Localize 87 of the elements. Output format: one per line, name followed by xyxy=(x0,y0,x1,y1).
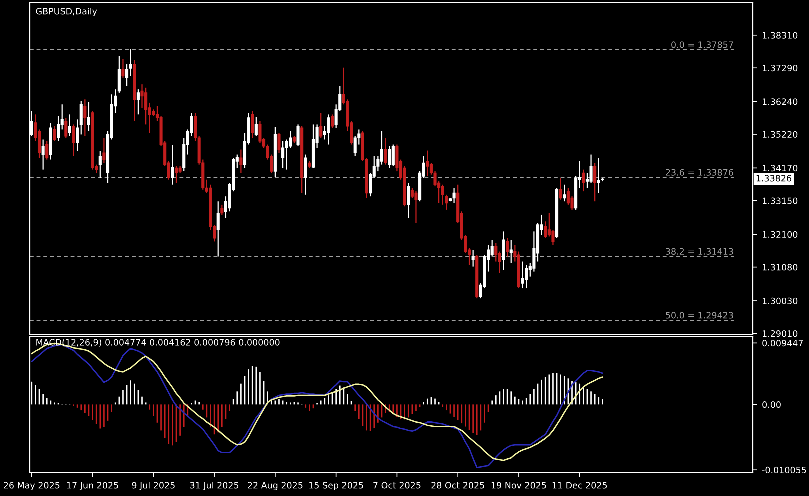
y-tick-label: 1.37290 xyxy=(762,64,798,72)
text: 1.33826 xyxy=(756,175,792,182)
chart-title: MACD(12,26,9) 0.004774 0.004162 0.000796 0.000000 xyxy=(36,339,280,347)
candlestick xyxy=(126,64,129,87)
y-tick-label: 1.35220 xyxy=(762,131,798,138)
candlestick xyxy=(72,124,76,158)
candlestick xyxy=(594,162,597,202)
candlestick xyxy=(452,188,456,204)
candlestick xyxy=(84,99,87,137)
candlestick xyxy=(521,261,524,290)
y-tick-label: 1.30030 xyxy=(762,298,798,304)
candlestick xyxy=(490,239,494,258)
candlestick xyxy=(102,138,106,164)
candlestick xyxy=(510,239,513,264)
y-tick-label: 1.36240 xyxy=(762,98,798,106)
candlestick xyxy=(388,146,392,169)
x-tick-label: 31 Jul 2025 xyxy=(190,482,239,490)
candlestick xyxy=(407,182,410,219)
candlestick xyxy=(174,166,178,184)
candlestick xyxy=(525,264,528,290)
candlestick xyxy=(278,132,281,154)
y-tick-label: 1.32100 xyxy=(762,231,798,238)
candlestick xyxy=(136,89,140,116)
candlestick xyxy=(57,116,60,142)
candlestick xyxy=(502,231,506,271)
x-tick-label: 9 Jul 2025 xyxy=(132,482,175,490)
candlestick xyxy=(296,124,300,148)
x-tick-label: 19 Nov 2025 xyxy=(492,482,546,489)
x-tick-label: 28 Oct 2025 xyxy=(432,482,484,489)
candlestick xyxy=(240,149,243,174)
candlestick xyxy=(327,114,330,146)
ref-line-label: 0.0 = 1.37857 xyxy=(672,42,734,48)
y-tick-label: 1.31080 xyxy=(762,264,798,271)
candlestick xyxy=(414,190,418,224)
candlestick xyxy=(87,102,91,132)
candlestick xyxy=(563,184,566,202)
y-tick-label: 1.34170 xyxy=(762,165,798,172)
ref-line-label: 23.6 = 1.33876 xyxy=(666,169,734,176)
candlestick xyxy=(506,238,510,258)
candlestick xyxy=(320,112,323,139)
candlestick xyxy=(80,100,83,136)
candlestick xyxy=(582,169,586,192)
candlestick xyxy=(392,144,395,168)
candlestick xyxy=(122,58,125,78)
y-tick-label: 1.29010 xyxy=(762,330,798,338)
x-tick-label: 22 Aug 2025 xyxy=(248,482,303,490)
candlestick xyxy=(544,221,548,239)
x-tick-label: 26 May 2025 xyxy=(4,482,60,490)
candlestick xyxy=(254,116,258,137)
ref-line-label: 50.0 = 1.29423 xyxy=(666,312,734,319)
candlestick xyxy=(590,154,593,184)
x-tick-label: 17 Jun 2025 xyxy=(67,482,118,490)
candlestick xyxy=(494,242,498,262)
candlestick xyxy=(144,87,148,126)
candlestick xyxy=(220,204,224,216)
candlestick xyxy=(68,114,72,137)
candlestick xyxy=(330,114,334,129)
candlestick xyxy=(251,110,254,139)
candlestick xyxy=(384,138,388,166)
candlestick xyxy=(76,119,80,152)
candlestick xyxy=(42,139,45,170)
candlestick xyxy=(171,144,174,186)
candlestick xyxy=(118,56,121,94)
text: GBPUSD,Daily xyxy=(36,8,98,16)
candlestick xyxy=(64,117,68,139)
candlestick xyxy=(597,158,600,194)
y-tick-label: 1.33150 xyxy=(762,198,798,204)
ref-line-label: 38.2 = 1.31413 xyxy=(666,248,734,255)
candlestick xyxy=(282,140,285,169)
candlestick xyxy=(304,154,308,196)
candlestick xyxy=(98,150,102,179)
candlestick xyxy=(129,48,132,77)
candlestick xyxy=(216,201,220,258)
candlestick xyxy=(559,178,562,200)
candlestick xyxy=(46,140,49,160)
y-tick-label: -0.010055 xyxy=(762,466,806,474)
x-tick-label: 15 Sep 2025 xyxy=(310,482,364,490)
y-tick-label: 0.00 xyxy=(762,402,781,408)
candlestick xyxy=(380,130,384,166)
candlestick xyxy=(426,150,430,178)
y-tick-label: 1.38310 xyxy=(762,32,798,39)
x-tick-label: 7 Oct 2025 xyxy=(374,482,421,489)
candlestick xyxy=(472,250,475,268)
candlestick xyxy=(53,126,56,142)
y-tick-label: 0.009447 xyxy=(762,340,804,347)
candlestick xyxy=(258,120,262,144)
x-tick-label: 11 Dec 2025 xyxy=(552,482,608,489)
